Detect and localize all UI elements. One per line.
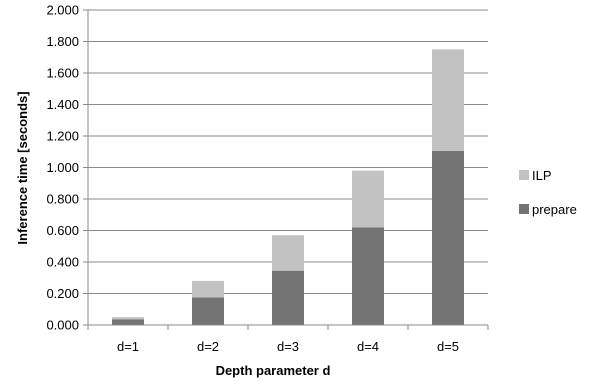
y-tick-label: 1.400 <box>46 97 79 112</box>
gridlines <box>83 9 488 326</box>
y-tick-label: 0.800 <box>46 192 79 207</box>
legend: ILP prepare <box>519 168 577 217</box>
y-tick-label: 0.000 <box>46 318 79 333</box>
x-tick-label: d=3 <box>277 339 299 354</box>
bar-ilp-d4 <box>352 170 384 228</box>
x-axis-title: Depth parameter d <box>216 363 331 378</box>
legend-label-prepare: prepare <box>532 202 577 217</box>
bar-ilp-d5 <box>432 49 464 151</box>
bar-ilp-d2 <box>192 280 224 298</box>
y-tick-labels: 0.000 0.200 0.400 0.600 0.800 1.000 1.200 1.400… <box>46 3 79 333</box>
bar-prepare-d1 <box>112 319 144 325</box>
bar-prepare-d4 <box>352 227 384 325</box>
x-tick-label: d=1 <box>117 339 139 354</box>
bar-ilp-d1 <box>112 317 144 320</box>
y-tick-label: 1.200 <box>46 129 79 144</box>
x-tick-labels: d=1 d=2 d=3 d=4 d=5 <box>117 339 459 354</box>
y-tick-label: 0.400 <box>46 255 79 270</box>
bar-prepare-d3 <box>272 270 304 325</box>
axes <box>87 10 489 330</box>
y-tick-label: 1.600 <box>46 66 79 81</box>
x-tick-label: d=5 <box>437 339 459 354</box>
bar-prepare-d5 <box>432 150 464 325</box>
x-tick-label: d=2 <box>197 339 219 354</box>
y-tick-label: 2.000 <box>46 3 79 18</box>
y-tick-label: 0.600 <box>46 223 79 238</box>
bar-ilp-d3 <box>272 235 304 271</box>
y-tick-label: 0.200 <box>46 286 79 301</box>
y-tick-label: 1.000 <box>46 160 79 175</box>
legend-label-ilp: ILP <box>532 168 552 183</box>
legend-swatch-ilp <box>519 170 529 180</box>
bars <box>112 49 464 325</box>
x-tick-label: d=4 <box>357 339 379 354</box>
bar-prepare-d2 <box>192 297 224 325</box>
legend-swatch-prepare <box>519 204 529 214</box>
y-axis-title: Inference time [seconds] <box>15 91 30 244</box>
y-tick-label: 1.800 <box>46 34 79 49</box>
